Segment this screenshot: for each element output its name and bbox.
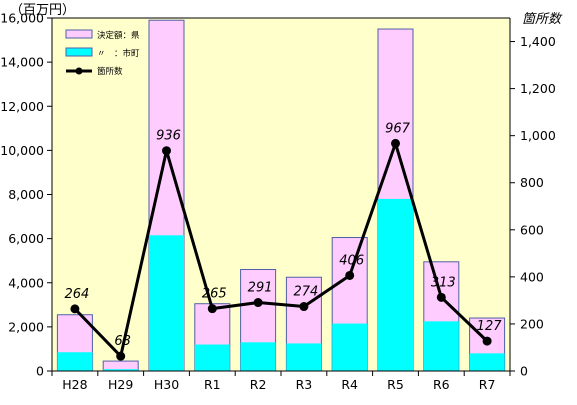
axes-group: 0 2,000 4,000 6,000 8,000 10,000 12,000 14,000 1… <box>0 3 563 392</box>
right-axis-unit: 箇所数 <box>522 12 563 27</box>
data-label-H28: 264 <box>64 287 89 302</box>
bar-shimachi-R2 <box>240 342 276 371</box>
x-tick-label: R6 <box>433 377 450 392</box>
right-tick-label: 800 <box>520 175 544 190</box>
x-tick-label: R4 <box>341 377 358 392</box>
left-tick-label: 14,000 <box>0 55 44 70</box>
data-label-R4: 406 <box>339 253 364 268</box>
data-label-R1: 265 <box>202 287 227 302</box>
left-tick-label: 0 <box>36 364 44 379</box>
x-tick-label: H29 <box>108 377 133 392</box>
legend-label-kashosu: 箇所数 <box>97 66 123 77</box>
point-kashosu-H28 <box>70 304 80 314</box>
legend-label-shimachi: 〃 ：市町 <box>97 48 140 59</box>
x-tick-label: H30 <box>154 377 179 392</box>
left-axis-unit: （百万円） <box>10 3 75 18</box>
bar-shimachi-H30 <box>149 235 184 371</box>
x-tick-label: R1 <box>204 377 221 392</box>
right-tick-label: 400 <box>520 269 544 284</box>
bar-shimachi-R7 <box>469 353 505 371</box>
left-tick-label: 8,000 <box>8 187 44 202</box>
point-kashosu-R6 <box>436 292 446 302</box>
right-tick-label: 200 <box>520 316 544 331</box>
right-tick-label: 0 <box>520 364 528 379</box>
data-label-R5: 967 <box>385 121 411 136</box>
data-label-H30: 936 <box>156 129 181 144</box>
left-tick-label: 6,000 <box>8 231 44 246</box>
x-tick-label: R2 <box>250 377 267 392</box>
point-kashosu-R7 <box>482 336 492 346</box>
point-kashosu-R5 <box>391 138 400 148</box>
bar-shimachi-R1 <box>194 344 230 371</box>
legend-swatch-ken <box>65 29 93 39</box>
left-tick-label: 4,000 <box>8 275 44 290</box>
x-tick-label: R7 <box>479 377 496 392</box>
bar-shimachi-R4 <box>332 323 368 371</box>
x-tick-label: R3 <box>296 377 313 392</box>
right-tick-label: 1,000 <box>520 128 556 143</box>
data-label-R2: 291 <box>248 281 273 296</box>
left-tick-label: 16,000 <box>0 11 44 26</box>
bar-shimachi-R3 <box>286 343 322 371</box>
data-label-H29: 63 <box>114 334 131 349</box>
point-kashosu-R4 <box>345 270 355 280</box>
data-label-R7: 127 <box>477 319 503 334</box>
x-tick-label: H28 <box>62 377 87 392</box>
point-kashosu-R2 <box>253 298 263 308</box>
line-group: 264 63 936 265 291 274 406 967 313 127 <box>64 121 503 361</box>
data-label-R3: 274 <box>293 285 318 300</box>
right-tick-label: 1,400 <box>520 34 556 49</box>
left-tick-label: 10,000 <box>0 143 44 158</box>
bar-shimachi-R6 <box>423 321 459 371</box>
legend-label-ken: 決定額：県 <box>97 30 140 41</box>
data-label-R6: 313 <box>431 275 456 290</box>
point-kashosu-R3 <box>299 302 309 312</box>
legend-marker-kashosu <box>75 67 83 75</box>
line-kashosu <box>73 141 489 358</box>
bar-shimachi-H28 <box>57 352 93 371</box>
left-tick-label: 2,000 <box>8 319 44 334</box>
left-tick-label: 12,000 <box>0 99 44 114</box>
legend-swatch-shimachi <box>65 47 93 57</box>
point-kashosu-H29 <box>116 351 126 361</box>
point-kashosu-H30 <box>162 146 171 156</box>
bar-shimachi-R5 <box>378 198 413 371</box>
point-kashosu-R1 <box>207 304 217 314</box>
right-tick-label: 600 <box>520 222 544 237</box>
x-tick-label: R5 <box>387 377 404 392</box>
bar-shimachi-H29 <box>103 369 139 371</box>
right-tick-label: 1,200 <box>520 81 556 96</box>
